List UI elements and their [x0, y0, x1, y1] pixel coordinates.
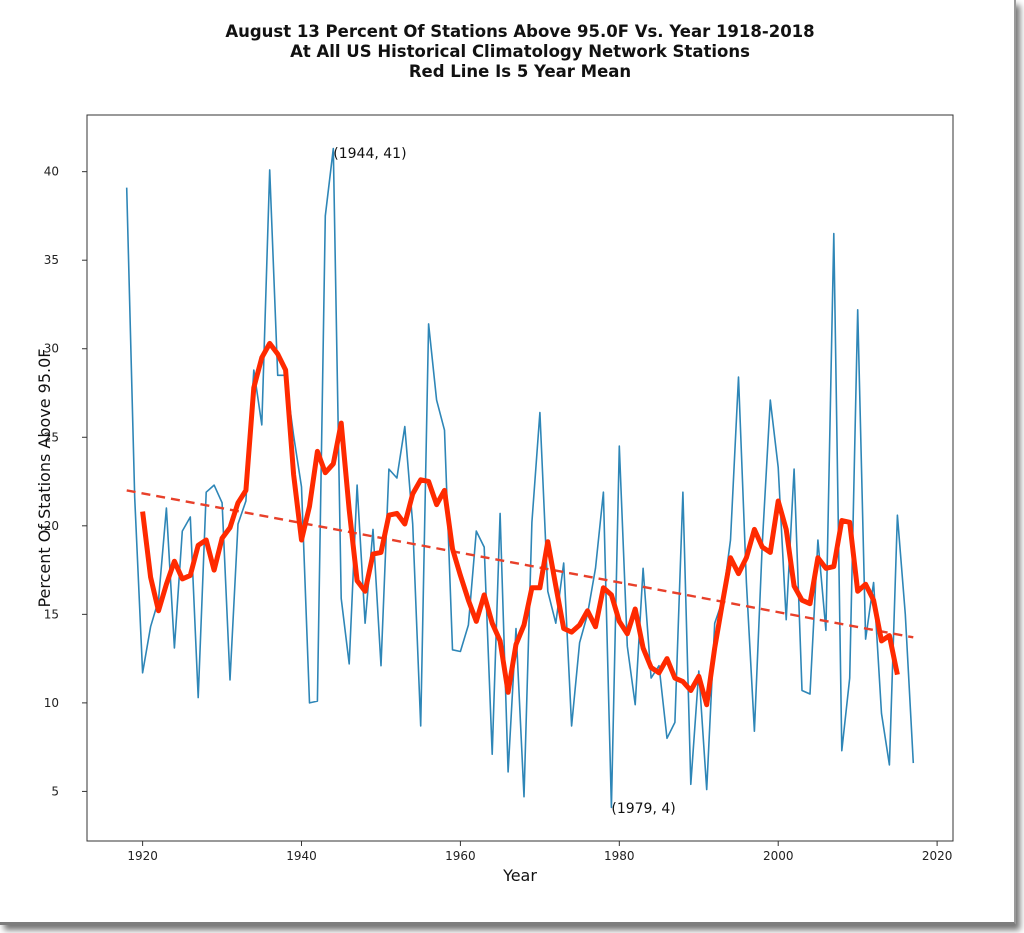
data-series-line: [125, 147, 915, 809]
x-tick-label: 1920: [127, 849, 158, 863]
max-annotation: (1944, 41): [333, 146, 406, 162]
x-axis: 1920 1940 1960 1980 2000 2020: [127, 841, 952, 863]
min-annotation: (1979, 4): [611, 801, 675, 817]
y-tick-label: 10: [44, 696, 59, 710]
title-line-2: At All US Historical Climatology Network…: [290, 42, 750, 61]
y-tick-label: 25: [44, 430, 59, 444]
x-axis-label: Year: [502, 866, 537, 885]
y-tick-label: 35: [44, 253, 59, 267]
y-tick-label: 15: [44, 607, 59, 621]
y-tick-label: 5: [51, 784, 59, 798]
title-line-1: August 13 Percent Of Stations Above 95.0…: [225, 22, 815, 41]
y-axis: 5 10 15 20 25 30 35 40: [44, 165, 87, 798]
trend-line: [126, 489, 914, 639]
y-tick-label: 40: [44, 165, 59, 179]
x-tick-label: 1960: [445, 849, 476, 863]
chart-title: August 13 Percent Of Stations Above 95.0…: [0, 22, 1024, 82]
x-tick-label: 2000: [763, 849, 794, 863]
x-tick-label: 1940: [286, 849, 317, 863]
plot-area: [86, 114, 954, 842]
title-line-3: Red Line Is 5 Year Mean: [408, 62, 632, 81]
y-axis-label: Percent Of Stations Above 95.0F: [35, 348, 54, 607]
x-tick-label: 1980: [604, 849, 635, 863]
y-tick-label: 30: [44, 342, 59, 356]
x-tick-label: 2020: [922, 849, 953, 863]
five-year-mean-line: [140, 340, 900, 708]
y-tick-label: 20: [44, 519, 59, 533]
